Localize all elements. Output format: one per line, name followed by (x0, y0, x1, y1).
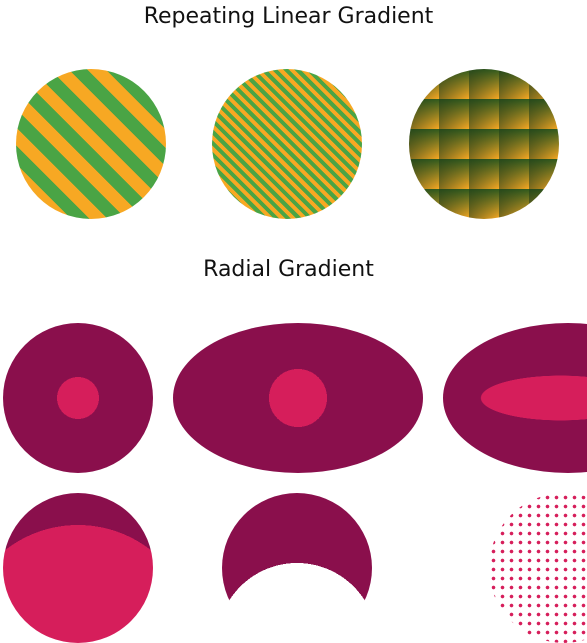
linear-gradient-circle-grid (409, 69, 559, 219)
linear-gradient-circle-wide-stripes (16, 69, 166, 219)
linear-gradient-circle-narrow-stripes (212, 69, 362, 219)
radial-gradient-ellipse-circle (173, 323, 423, 473)
radial-gradient-circle-bottom-pink (3, 493, 153, 643)
radial-gradient-circle-dot (3, 323, 153, 473)
radial-gradient-ellipse-ellipse (443, 323, 587, 473)
section-title-linear: Repeating Linear Gradient (0, 6, 577, 28)
radial-gradient-circle-bottom-white (222, 493, 372, 643)
section-title-radial: Radial Gradient (0, 259, 577, 281)
radial-gradient-polka-dots (489, 493, 587, 643)
